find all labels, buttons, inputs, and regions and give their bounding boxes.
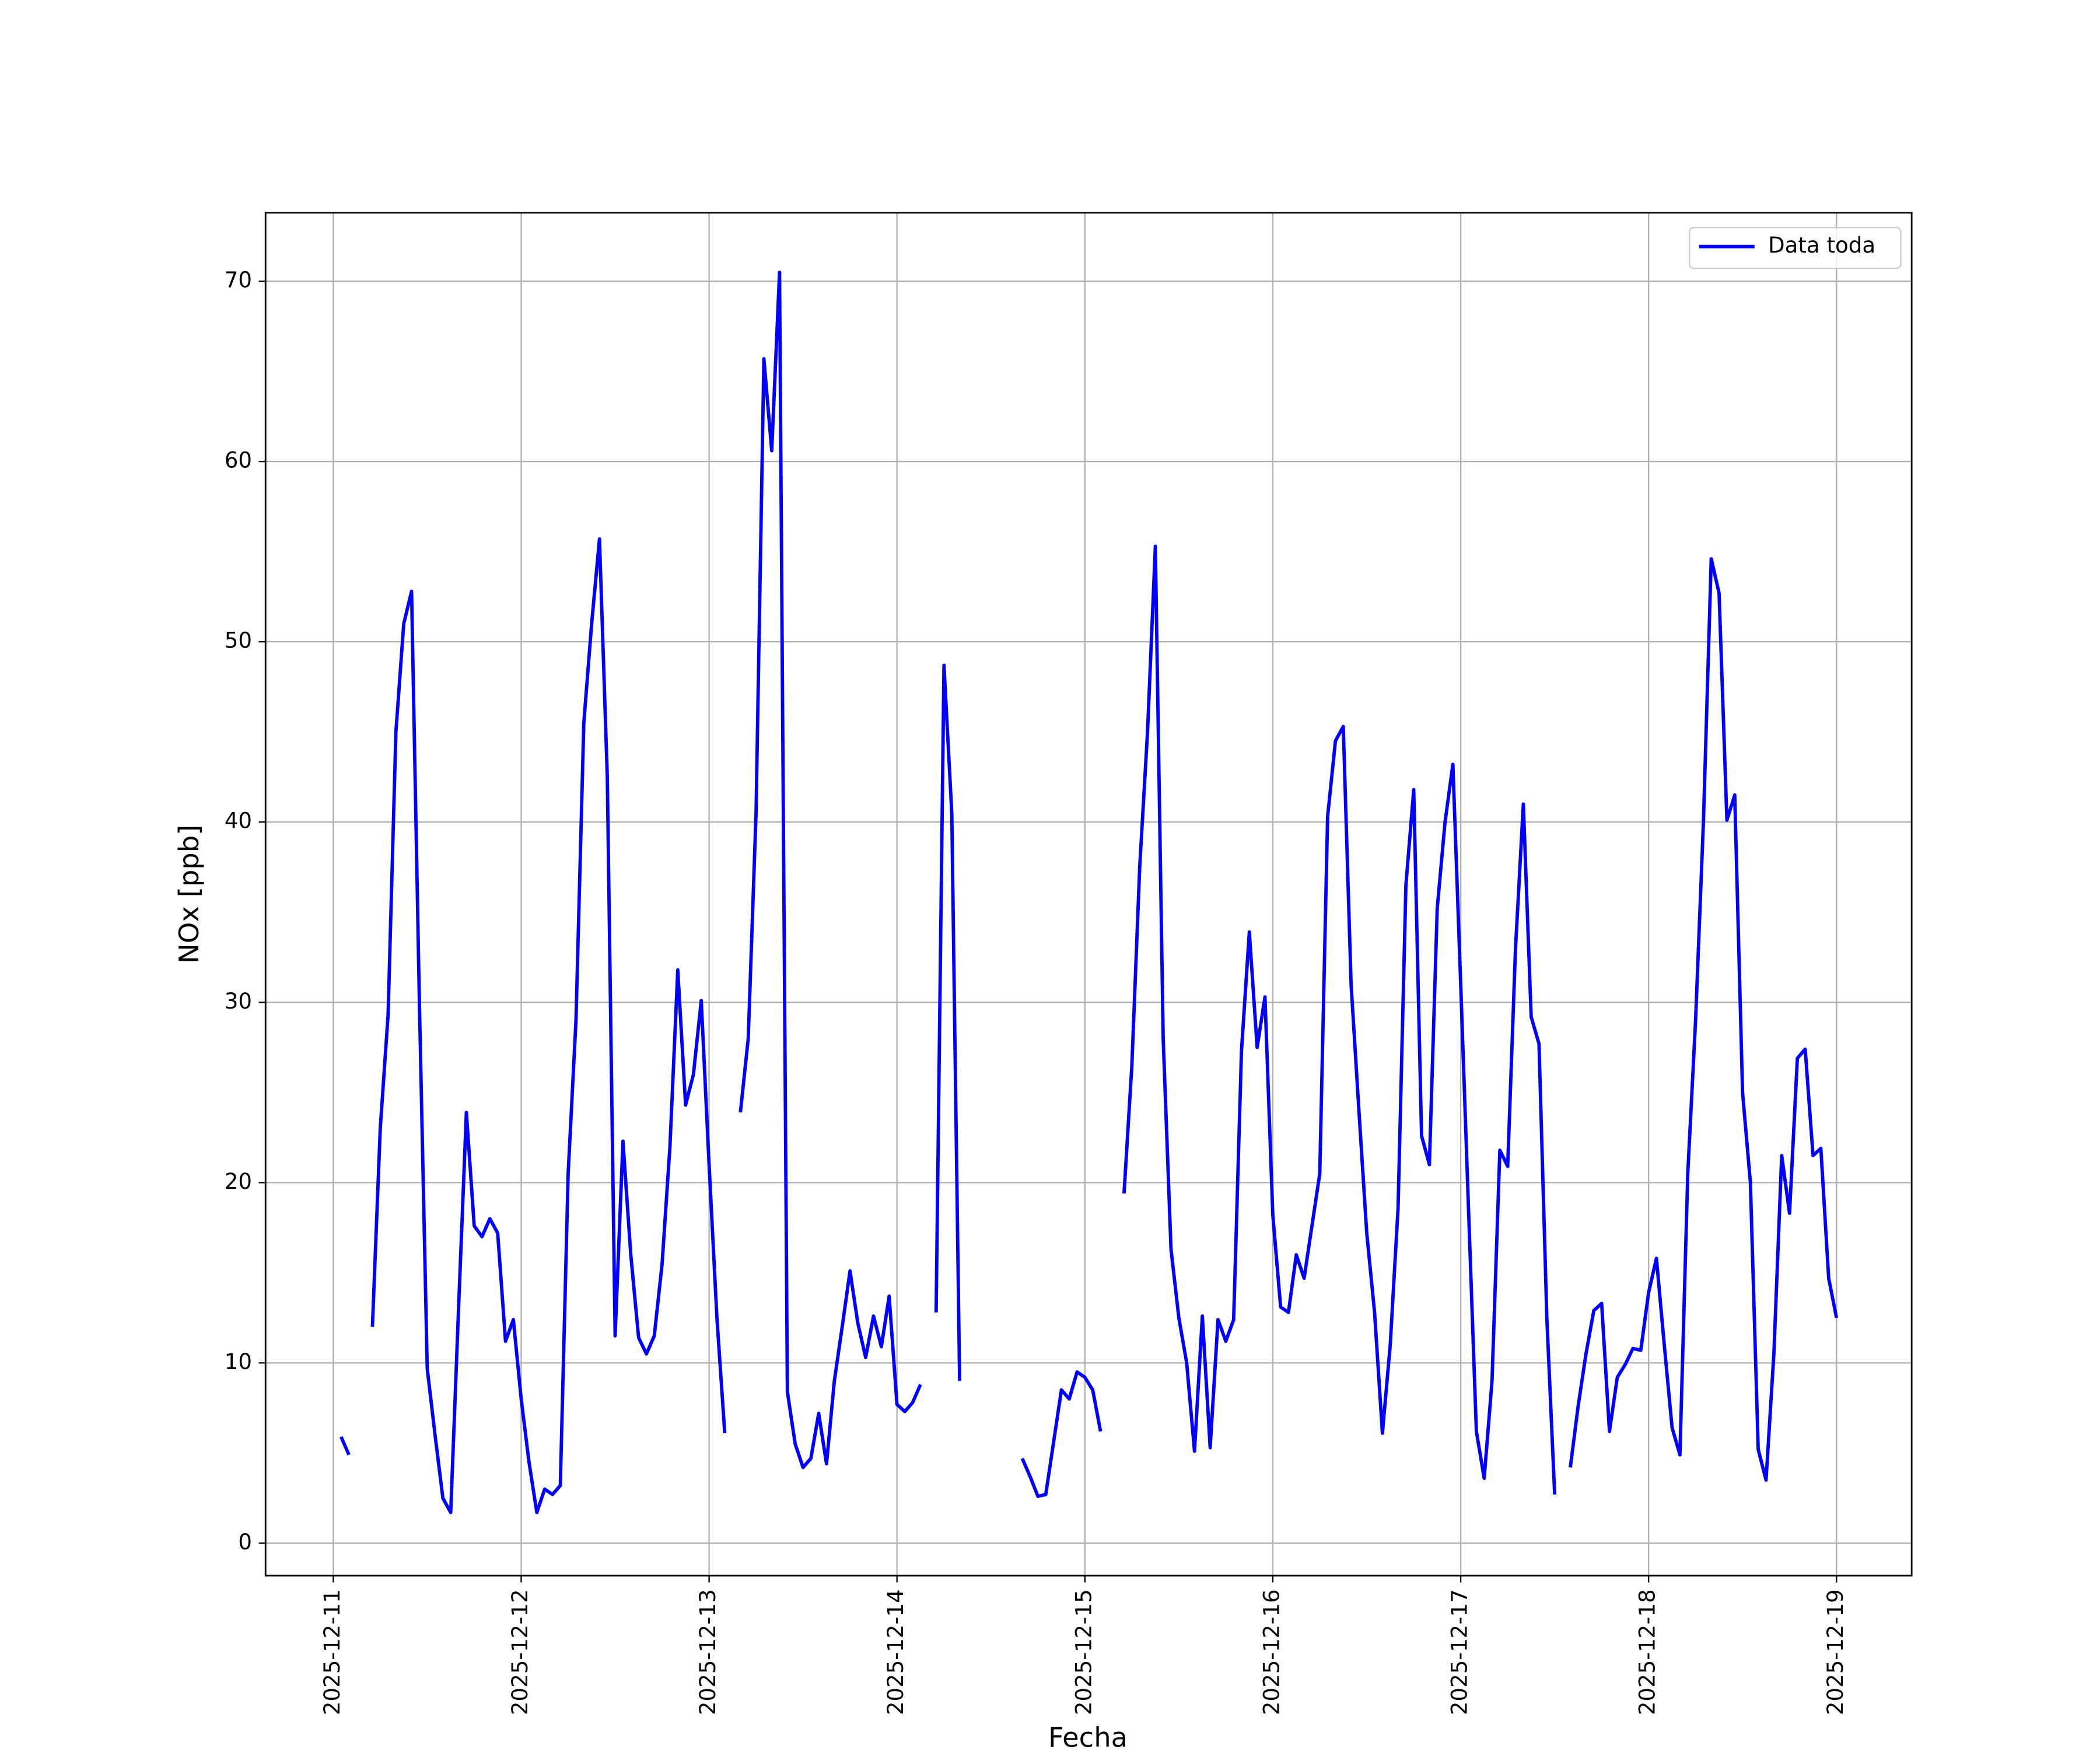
y-tick-label: 0	[238, 1530, 252, 1555]
y-tick-label: 70	[225, 268, 252, 293]
y-tick-label: 40	[225, 808, 252, 834]
data-line	[340, 270, 1839, 1514]
legend-label: Data toda	[1768, 233, 1875, 258]
x-tick-label: 2025-12-18	[1635, 1589, 1660, 1715]
x-tick-label: 2025-12-13	[695, 1589, 720, 1715]
y-tick-label: 50	[225, 628, 252, 653]
x-tick-label: 2025-12-11	[320, 1589, 345, 1715]
x-axis-label: Fecha	[1048, 1722, 1128, 1750]
y-tick-label: 30	[225, 989, 252, 1014]
y-tick-label: 10	[225, 1349, 252, 1374]
y-tick-label: 20	[225, 1169, 252, 1194]
x-tick-label: 2025-12-12	[508, 1589, 533, 1715]
plot-frame	[264, 212, 1913, 1577]
x-tick-label: 2025-12-14	[883, 1589, 908, 1715]
x-tick-label: 2025-12-16	[1259, 1589, 1284, 1715]
legend-box	[1689, 227, 1902, 270]
x-tick-label: 2025-12-19	[1823, 1589, 1848, 1715]
x-tick-label: 2025-12-17	[1447, 1589, 1472, 1715]
x-tick-label: 2025-12-15	[1071, 1589, 1096, 1715]
y-tick-label: 60	[225, 448, 252, 473]
y-axis-label: NOx [ppb]	[173, 825, 205, 964]
